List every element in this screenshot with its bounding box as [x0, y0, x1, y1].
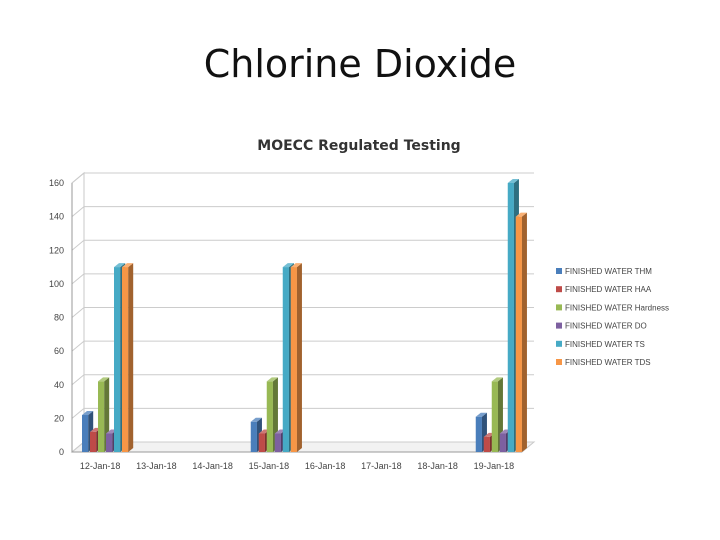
legend-label: FINISHED WATER THM	[565, 267, 652, 276]
gridlines	[71, 172, 534, 453]
x-tick-label: 14-Jan-18	[192, 461, 233, 471]
y-tick-label: 60	[54, 346, 64, 356]
bar-front	[475, 416, 482, 452]
gridline	[71, 340, 534, 352]
x-tick-label: 19-Jan-18	[474, 461, 515, 471]
bar	[290, 263, 302, 452]
bar-front	[122, 267, 129, 452]
legend: FINISHED WATER THM FINISHED WATER HAA FINI…	[556, 267, 669, 367]
bar	[515, 212, 527, 452]
y-tick-label: 140	[49, 212, 64, 222]
bar-top	[491, 377, 503, 382]
gridline	[71, 206, 534, 218]
legend-label: FINISHED WATER DO	[565, 322, 647, 331]
bar-top	[82, 411, 94, 416]
bar-top	[290, 263, 302, 268]
bar-top	[282, 263, 294, 268]
bar-front	[266, 381, 273, 452]
x-tick-label: 15-Jan-18	[249, 461, 290, 471]
y-axis: 0 20 40 60 80 100 120 140 160	[49, 178, 73, 457]
slide-title: Chlorine Dioxide	[203, 42, 517, 86]
legend-item: FINISHED WATER Hardness	[556, 303, 669, 312]
bar-front	[106, 433, 113, 452]
legend-item: FINISHED WATER TS	[556, 340, 645, 349]
bar-front	[290, 267, 297, 452]
bar-side	[521, 212, 527, 452]
x-tick-label: 13-Jan-18	[136, 461, 177, 471]
y-tick-label: 160	[49, 178, 64, 188]
bar-front	[282, 267, 289, 452]
gridline	[71, 307, 534, 318]
gridline	[71, 273, 534, 285]
legend-swatch	[556, 304, 562, 311]
legend-label: FINISHED WATER Hardness	[565, 303, 669, 312]
y-tick-label: 120	[49, 245, 64, 255]
x-tick-label: 16-Jan-18	[305, 461, 346, 471]
y-tick-label: 40	[54, 380, 64, 390]
legend-item: FINISHED WATER TDS	[556, 358, 651, 367]
bar-top	[250, 417, 262, 422]
bar-front	[491, 381, 498, 452]
bar-top	[475, 412, 487, 417]
legend-swatch	[556, 340, 562, 347]
bar-side	[128, 263, 134, 452]
bar-front	[507, 183, 514, 452]
floor	[70, 441, 536, 453]
y-tick-label: 0	[59, 447, 64, 457]
y-tick-label: 80	[54, 313, 64, 323]
bar-top	[515, 212, 527, 217]
bar-front	[515, 216, 522, 452]
y-tick-label: 20	[54, 413, 64, 423]
bars	[82, 179, 527, 452]
x-tick-label: 17-Jan-18	[361, 461, 402, 471]
bar	[122, 263, 134, 452]
legend-label: FINISHED WATER TDS	[565, 358, 651, 367]
bar-front	[114, 267, 121, 452]
bar-front	[250, 421, 257, 452]
gridline	[71, 407, 534, 419]
gridline	[71, 374, 534, 386]
chart-walls	[70, 171, 536, 454]
x-axis: 12-Jan-18 13-Jan-18 14-Jan-18 15-Jan-18 16-J…	[72, 451, 522, 471]
legend-item: FINISHED WATER DO	[556, 322, 647, 331]
bar-front	[483, 436, 490, 452]
x-tick-label: 12-Jan-18	[80, 461, 121, 471]
legend-label: FINISHED WATER HAA	[565, 285, 652, 294]
bar-front	[90, 431, 97, 452]
legend-swatch	[556, 286, 562, 293]
bar-top	[122, 263, 134, 268]
bar-side	[296, 263, 302, 452]
bar-front	[98, 381, 105, 452]
chart-title: MOECC Regulated Testing	[257, 138, 460, 154]
legend-label: FINISHED WATER TS	[565, 340, 645, 349]
gridline	[71, 239, 534, 251]
gridline	[71, 172, 534, 184]
legend-swatch	[556, 359, 562, 365]
bar-front	[274, 433, 281, 452]
legend-swatch	[556, 268, 562, 274]
bar-front	[258, 433, 265, 452]
x-tick-label: 18-Jan-18	[417, 461, 458, 471]
bar-top	[114, 263, 126, 268]
legend-item: FINISHED WATER THM	[556, 267, 652, 276]
bar-top	[98, 377, 110, 382]
bar-top	[507, 179, 519, 183]
y-tick-label: 100	[49, 279, 64, 289]
bar-front	[499, 433, 506, 452]
legend-swatch	[556, 322, 562, 329]
legend-item: FINISHED WATER HAA	[556, 285, 652, 294]
bar-front	[82, 415, 89, 452]
bar-top	[266, 377, 278, 382]
